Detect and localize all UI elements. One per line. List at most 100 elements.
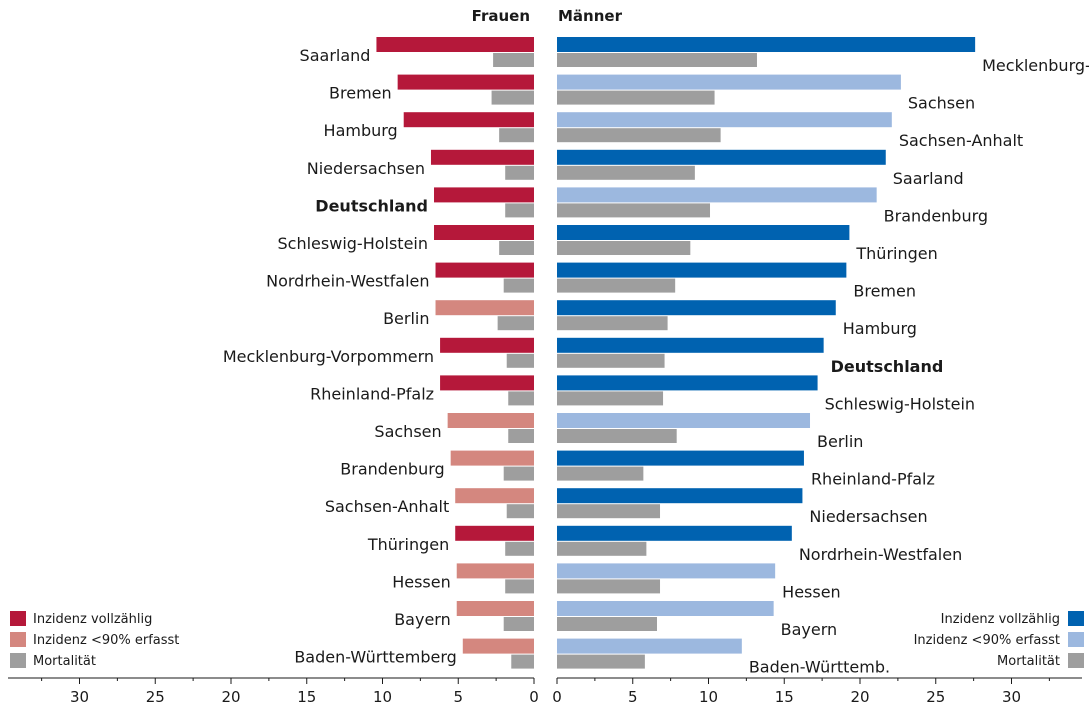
- legend-left-label-full: Inzidenz vollzählig: [33, 612, 152, 627]
- men-mortality-bar-sachsen-anhalt: [557, 128, 721, 143]
- women-category-label-rheinland-pfalz: Rheinland-Pfalz: [310, 384, 434, 403]
- legend-right-swatch-partial: [1068, 632, 1084, 647]
- women-incidence-bar-saarland: [376, 37, 534, 52]
- men-category-label-bremen: Bremen: [853, 282, 916, 301]
- men-incidence-bar-schleswig-holstein: [557, 375, 818, 391]
- legend-left-swatch-full: [10, 611, 26, 626]
- women-incidence-bar-thuringen: [455, 525, 534, 541]
- women-category-label-deutschland: Deutschland: [315, 196, 428, 215]
- men-incidence-bar-niedersachsen: [557, 488, 803, 504]
- women-category-label-hessen: Hessen: [392, 572, 451, 591]
- women-category-label-berlin: Berlin: [383, 309, 429, 328]
- men-category-label-hessen: Hessen: [782, 582, 841, 601]
- men-mortality-bar-sachsen: [557, 90, 715, 105]
- legend-right-label-partial: Inzidenz <90% erfasst: [914, 633, 1060, 648]
- legend-left-label-mortality: Mortalität: [33, 654, 96, 669]
- women-mortality-bar-deutschland: [505, 203, 534, 218]
- women-tick-label-15: 15: [297, 688, 316, 706]
- women-tick-label-0: 0: [529, 688, 539, 706]
- men-mortality-bar-berlin: [557, 429, 677, 443]
- women-category-label-bremen: Bremen: [329, 84, 392, 103]
- women-mortality-bar-niedersachsen: [505, 165, 534, 180]
- women-mortality-bar-brandenburg: [503, 466, 534, 481]
- women-bars: Saarland Bremen Hamburg Niedersachsen Deutsc…: [223, 37, 534, 669]
- men-category-label-sachsen: Sachsen: [908, 94, 975, 113]
- women-mortality-bar-rheinland-pfalz: [508, 391, 534, 406]
- women-mortality-bar-schleswig-holstein: [499, 241, 534, 255]
- women-x-axis: 30 25 20 15 10 5 0: [8, 677, 539, 706]
- women-incidence-bar-berlin: [435, 300, 534, 316]
- men-mortality-bar-baden-wurttemb: [557, 654, 645, 669]
- men-tick-label-30: 30: [1002, 688, 1021, 706]
- men-mortality-bar-rheinland-pfalz: [557, 466, 644, 481]
- men-mortality-bar-bayern: [557, 617, 657, 631]
- legend-right-label-full: Inzidenz vollzählig: [941, 612, 1060, 627]
- women-incidence-bar-baden-wurttemberg: [462, 638, 534, 654]
- men-mortality-bar-hamburg: [557, 316, 668, 331]
- women-tick-label-10: 10: [373, 688, 392, 706]
- women-incidence-bar-sachsen: [447, 413, 534, 428]
- legend-right-label-mortality: Mortalität: [997, 654, 1060, 669]
- men-incidence-bar-bayern: [557, 601, 774, 616]
- men-category-label-niedersachsen: Niedersachsen: [809, 507, 927, 526]
- men-mortality-bar-thuringen: [557, 241, 691, 255]
- women-tick-label-20: 20: [221, 688, 240, 706]
- men-category-label-brandenburg: Brandenburg: [884, 206, 988, 225]
- men-category-label-baden-wurttemb: Baden-Württemb.: [749, 658, 890, 677]
- men-incidence-bar-brandenburg: [557, 187, 877, 203]
- women-mortality-bar-nordrhein-westfalen: [503, 278, 534, 293]
- men-category-label-sachsen-anhalt: Sachsen-Anhalt: [899, 131, 1023, 150]
- women-category-label-hamburg: Hamburg: [324, 121, 398, 140]
- men-incidence-bar-saarland: [557, 149, 886, 165]
- women-tick-label-5: 5: [453, 688, 463, 706]
- men-category-label-thuringen: Thüringen: [855, 244, 937, 263]
- men-incidence-bar-mecklenburg-vorp: [557, 37, 976, 52]
- men-mortality-bar-schleswig-holstein: [557, 391, 664, 406]
- men-category-label-schleswig-holstein: Schleswig-Holstein: [825, 394, 975, 413]
- men-incidence-bar-hamburg: [557, 300, 836, 316]
- men-x-axis: 0 5 10 15 20 25 30: [552, 677, 1082, 706]
- women-incidence-bar-mecklenburg-vorpommern: [440, 337, 534, 353]
- women-mortality-bar-berlin: [497, 316, 534, 331]
- men-tick-label-25: 25: [926, 688, 945, 706]
- legend-left-swatch-mortality: [10, 653, 26, 668]
- women-mortality-bar-hamburg: [499, 128, 534, 143]
- men-category-label-mecklenburg-vorp: Mecklenburg-Vorp.: [982, 56, 1089, 75]
- women-category-label-saarland: Saarland: [300, 46, 371, 65]
- men-category-label-hamburg: Hamburg: [843, 319, 917, 338]
- men-category-label-bayern: Bayern: [781, 620, 838, 639]
- men-category-label-rheinland-pfalz: Rheinland-Pfalz: [811, 470, 935, 489]
- women-mortality-bar-baden-wurttemberg: [511, 654, 534, 669]
- women-mortality-bar-saarland: [493, 53, 534, 67]
- women-category-label-mecklenburg-vorpommern: Mecklenburg-Vorpommern: [223, 347, 434, 366]
- men-mortality-bar-bremen: [557, 278, 676, 293]
- men-tick-label-20: 20: [850, 688, 869, 706]
- men-incidence-bar-nordrhein-westfalen: [557, 525, 792, 541]
- women-category-label-baden-wurttemberg: Baden-Württemberg: [294, 648, 456, 667]
- men-incidence-bar-berlin: [557, 413, 811, 428]
- men-tick-label-5: 5: [628, 688, 638, 706]
- women-incidence-bar-bayern: [456, 601, 534, 616]
- men-tick-label-15: 15: [775, 688, 794, 706]
- women-mortality-bar-bayern: [503, 617, 534, 631]
- women-incidence-bar-deutschland: [434, 187, 534, 203]
- women-category-label-schleswig-holstein: Schleswig-Holstein: [278, 234, 428, 253]
- men-incidence-bar-deutschland: [557, 337, 824, 353]
- women-category-label-thuringen: Thüringen: [367, 535, 449, 554]
- men-mortality-bar-saarland: [557, 165, 695, 180]
- legend-right-swatch-full: [1068, 611, 1084, 626]
- men-mortality-bar-brandenburg: [557, 203, 711, 218]
- women-panel-title: Frauen: [472, 7, 530, 25]
- men-incidence-bar-thuringen: [557, 225, 850, 240]
- women-mortality-bar-bremen: [491, 90, 534, 105]
- legend-right: Inzidenz vollzählig Inzidenz <90% erfasst…: [914, 611, 1084, 669]
- women-incidence-bar-hessen: [456, 563, 534, 579]
- women-incidence-bar-nordrhein-westfalen: [435, 262, 534, 278]
- women-category-label-brandenburg: Brandenburg: [340, 460, 444, 479]
- women-category-label-sachsen-anhalt: Sachsen-Anhalt: [325, 497, 449, 516]
- men-category-label-berlin: Berlin: [817, 432, 863, 451]
- women-mortality-bar-hessen: [505, 579, 534, 594]
- men-incidence-bar-rheinland-pfalz: [557, 450, 804, 466]
- men-incidence-bar-bremen: [557, 262, 847, 278]
